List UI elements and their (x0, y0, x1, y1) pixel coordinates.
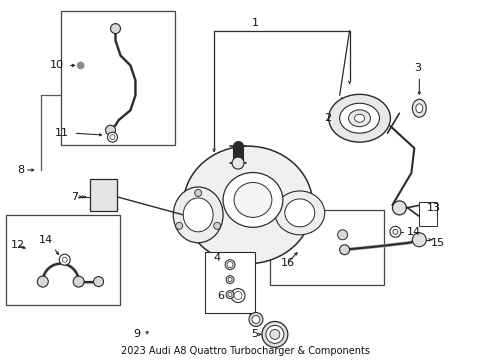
Text: 4: 4 (213, 253, 220, 263)
Circle shape (111, 24, 121, 33)
Text: 14: 14 (406, 227, 420, 237)
Circle shape (107, 132, 118, 142)
Bar (6, 215, 121, 305)
Ellipse shape (183, 198, 213, 232)
Circle shape (340, 245, 349, 255)
Bar (419, 202, 437, 226)
Text: 7: 7 (72, 192, 78, 202)
Circle shape (266, 325, 284, 343)
Ellipse shape (340, 103, 379, 133)
Circle shape (225, 260, 235, 270)
Text: 15: 15 (431, 238, 445, 248)
Circle shape (262, 321, 288, 347)
Text: 2: 2 (324, 113, 332, 123)
Circle shape (234, 292, 242, 300)
Text: 13: 13 (427, 203, 441, 213)
Circle shape (94, 276, 103, 287)
Ellipse shape (413, 99, 426, 117)
Text: 6: 6 (217, 291, 224, 301)
Circle shape (232, 157, 244, 169)
Text: 3: 3 (414, 63, 421, 73)
Circle shape (252, 315, 260, 323)
Ellipse shape (183, 146, 313, 264)
Circle shape (393, 229, 398, 234)
Ellipse shape (285, 199, 315, 227)
Circle shape (110, 135, 115, 140)
Circle shape (73, 276, 84, 287)
Bar (61, 11, 175, 145)
Circle shape (227, 262, 233, 268)
Circle shape (195, 189, 202, 197)
Text: 8: 8 (17, 165, 24, 175)
Ellipse shape (223, 172, 283, 227)
Circle shape (226, 276, 234, 284)
Circle shape (249, 312, 263, 327)
Bar (270, 210, 385, 285)
Circle shape (77, 62, 84, 69)
Ellipse shape (348, 110, 370, 127)
Text: 11: 11 (55, 128, 69, 138)
Ellipse shape (173, 187, 223, 243)
Circle shape (338, 230, 347, 240)
Circle shape (231, 289, 245, 302)
Circle shape (413, 233, 426, 247)
Ellipse shape (234, 183, 272, 217)
Circle shape (214, 222, 220, 229)
Text: 2023 Audi A8 Quattro Turbocharger & Components: 2023 Audi A8 Quattro Turbocharger & Comp… (121, 346, 369, 356)
Ellipse shape (275, 191, 325, 235)
Ellipse shape (416, 104, 423, 113)
Circle shape (62, 257, 67, 262)
Text: 14: 14 (39, 235, 53, 245)
Text: 12: 12 (11, 240, 25, 250)
Text: 16: 16 (281, 258, 295, 268)
Ellipse shape (355, 114, 365, 122)
Ellipse shape (329, 94, 391, 142)
Circle shape (228, 293, 232, 297)
Circle shape (270, 329, 280, 339)
Text: 9: 9 (133, 329, 141, 339)
Bar (205, 252, 255, 314)
Circle shape (228, 278, 232, 282)
Circle shape (59, 254, 70, 265)
Bar (90, 179, 118, 211)
Circle shape (392, 201, 406, 215)
Circle shape (390, 226, 401, 237)
Text: 5: 5 (251, 329, 258, 339)
Circle shape (37, 276, 48, 287)
Circle shape (226, 291, 234, 298)
Text: 10: 10 (49, 60, 64, 71)
Circle shape (105, 125, 116, 135)
Circle shape (176, 222, 183, 229)
Text: 1: 1 (251, 18, 258, 28)
